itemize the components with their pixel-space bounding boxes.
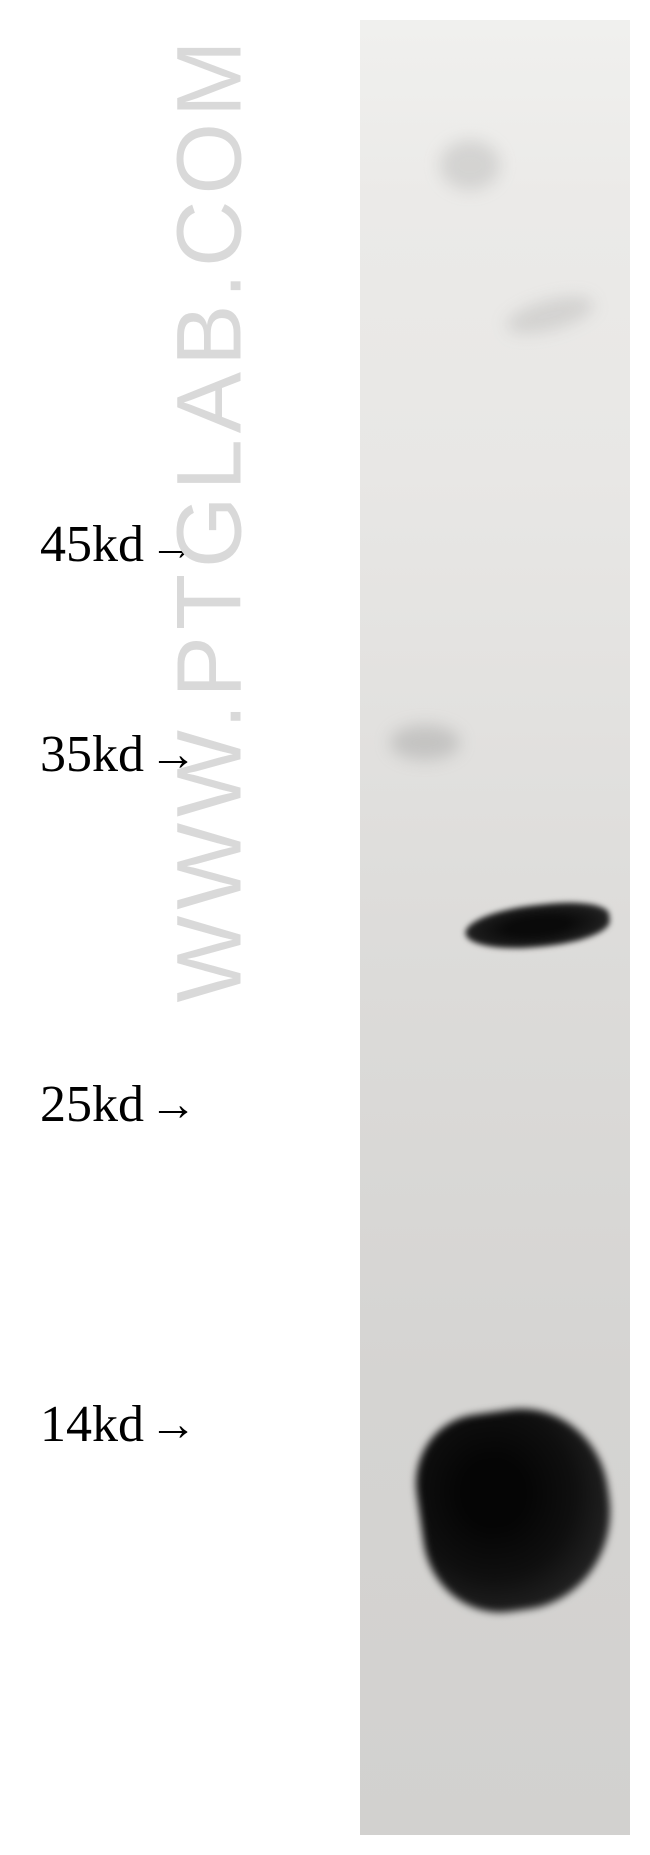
arrow-icon: →	[149, 1397, 197, 1452]
blot-band-lower	[407, 1398, 623, 1622]
marker-25kd: 25kd →	[40, 1075, 197, 1134]
marker-14kd: 14kd →	[40, 1395, 197, 1454]
marker-label-text: 14kd	[40, 1395, 144, 1454]
blot-smudge	[440, 140, 500, 190]
blot-figure: WWW.PTGLAB.COM 45kd → 35kd → 25kd → 14kd…	[0, 0, 650, 1855]
blot-band-upper	[463, 898, 612, 955]
marker-label-text: 25kd	[40, 1075, 144, 1134]
arrow-icon: →	[149, 1077, 197, 1132]
blot-smudge	[503, 289, 598, 341]
watermark-text: WWW.PTGLAB.COM	[158, 34, 263, 1002]
blot-smudge	[390, 725, 460, 760]
marker-label-text: 45kd	[40, 515, 144, 574]
blot-lane	[360, 20, 630, 1835]
marker-label-text: 35kd	[40, 725, 144, 784]
